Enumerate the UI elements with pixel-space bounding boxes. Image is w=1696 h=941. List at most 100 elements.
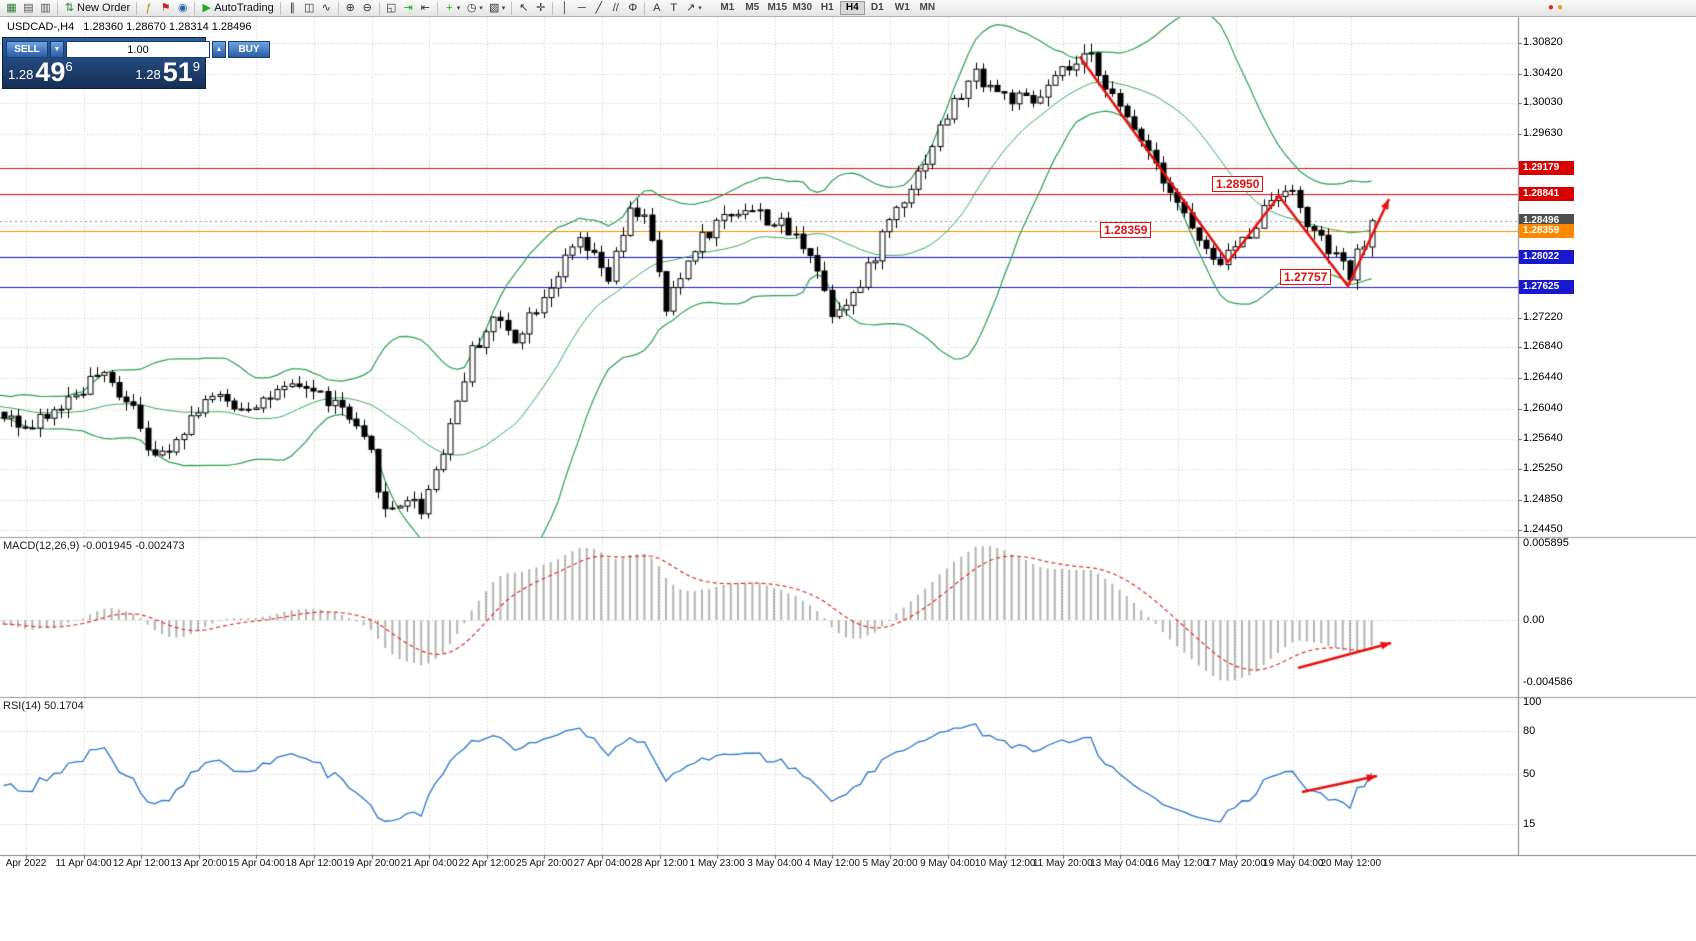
dropdown-caret-icon: ▾ xyxy=(698,5,702,12)
bar-chart-icon: ∥ xyxy=(289,1,295,14)
buy-price-big: 51 xyxy=(162,57,193,87)
sell-price: 1.28 49 6 xyxy=(8,57,73,87)
notifications-icon[interactable]: ● xyxy=(1547,2,1554,13)
chart-shift-icon: ⇤ xyxy=(420,1,430,14)
volume-up-button[interactable]: ▲ xyxy=(212,41,226,58)
zoom-in-button[interactable]: ⊕ xyxy=(342,1,359,16)
crosshair-icon: ✛ xyxy=(536,1,546,14)
tile-windows-button[interactable]: ◱ xyxy=(383,1,400,16)
periods-icon: ◷ xyxy=(466,1,477,14)
one-click-trading-widget: SELL ▼ ▲ BUY 1.28 49 6 1.28 51 9 xyxy=(2,37,270,89)
sell-price-sup: 6 xyxy=(65,59,73,74)
trendline-button[interactable]: ╱ xyxy=(590,1,607,16)
timeframe-d1[interactable]: D1 xyxy=(865,1,890,15)
profiles-icon: ▤ xyxy=(23,1,34,14)
dropdown-caret-icon: ▾ xyxy=(479,5,483,12)
zoom-in-icon: ⊕ xyxy=(345,1,355,14)
timeframe-m15[interactable]: M15 xyxy=(765,1,790,15)
buy-price-sup: 9 xyxy=(192,59,200,74)
toolbar-separator xyxy=(644,1,646,15)
alerts-button[interactable]: ⚑ xyxy=(157,1,174,16)
cursor-icon: ↖ xyxy=(519,1,529,14)
macd-indicator-label: MACD(12,26,9) -0.001945 -0.002473 xyxy=(3,540,185,552)
buy-button[interactable]: BUY xyxy=(228,41,270,58)
vertical-line-icon: │ xyxy=(561,1,569,14)
timeframe-m30[interactable]: M30 xyxy=(790,1,815,15)
fibonacci-button[interactable]: Φ xyxy=(624,1,641,16)
text-label-button[interactable]: T xyxy=(665,1,682,16)
expert-advisors-icon: ƒ xyxy=(145,1,152,14)
toolbar-separator xyxy=(511,1,513,15)
volume-input[interactable] xyxy=(66,41,210,58)
timeframe-h1[interactable]: H1 xyxy=(815,1,840,15)
new-order-icon: ⇅ xyxy=(64,1,75,14)
sell-button[interactable]: SELL xyxy=(6,41,48,58)
candlestick-chart-icon: ◫ xyxy=(304,1,315,14)
chart-shift-button[interactable]: ⇤ xyxy=(417,1,434,16)
vertical-line-button[interactable]: │ xyxy=(556,1,573,16)
bid-ask-prices: 1.28 49 6 1.28 51 9 xyxy=(6,57,202,87)
line-chart-button[interactable]: ∿ xyxy=(318,1,335,16)
tile-windows-icon: ◱ xyxy=(386,1,397,14)
buy-price-prefix: 1.28 xyxy=(135,67,161,82)
templates-icon: ▧ xyxy=(489,1,500,14)
dropdown-caret-icon: ▾ xyxy=(456,5,461,12)
buy-price: 1.28 51 9 xyxy=(135,57,200,87)
timeframe-m5[interactable]: M5 xyxy=(740,1,765,15)
autotrading-button-label: AutoTrading xyxy=(214,2,274,14)
crosshair-button[interactable]: ✛ xyxy=(532,1,549,16)
timeframe-m1[interactable]: M1 xyxy=(715,1,740,15)
cursor-button[interactable]: ↖ xyxy=(515,1,532,16)
volume-down-button[interactable]: ▼ xyxy=(50,41,64,58)
new-chart-icon: ▦ xyxy=(6,1,17,14)
toolbar-separator xyxy=(552,1,554,15)
toolbar-left: ▦ ▤ ▥ ⇅ New Order ƒ ⚑ ◉ ▶ AutoTrading ∥ ◫ ∿ ⊕ ⊖ ◱ ⇥ ⇤ + ▾ ◷ ▾… xyxy=(3,1,705,16)
toolbar-separator xyxy=(57,1,58,15)
text-button[interactable]: A xyxy=(648,1,665,16)
text-icon: A xyxy=(653,1,661,14)
toolbar-separator xyxy=(279,1,281,15)
templates-button[interactable]: ▧ ▾ xyxy=(486,1,509,16)
auto-scroll-button[interactable]: ⇥ xyxy=(400,1,417,16)
trade-controls-row: SELL ▼ ▲ BUY xyxy=(6,41,270,58)
toolbar-separator xyxy=(194,1,196,15)
periods-button[interactable]: ◷ ▾ xyxy=(463,1,486,16)
timeframe-w1[interactable]: W1 xyxy=(890,1,915,15)
timeframe-h4[interactable]: H4 xyxy=(839,1,865,15)
sell-price-big: 49 xyxy=(35,57,66,87)
arrows-tool-icon: ↗ xyxy=(686,1,696,14)
dropdown-caret-icon: ▾ xyxy=(501,5,506,12)
expert-advisors-button[interactable]: ƒ xyxy=(140,1,157,16)
equidistant-channel-button[interactable]: // xyxy=(607,1,624,16)
community-icon: ◉ xyxy=(177,1,188,14)
autotrading-icon: ▶ xyxy=(202,1,211,14)
new-order-button-label: New Order xyxy=(77,2,131,14)
arrows-tool-button[interactable]: ↗ ▾ xyxy=(682,1,705,16)
sell-price-prefix: 1.28 xyxy=(8,67,34,82)
chart-ohlc-values: 1.28360 1.28670 1.28314 1.28496 xyxy=(83,21,252,33)
community-button[interactable]: ◉ xyxy=(174,1,191,16)
alerts-icon: ⚑ xyxy=(160,1,171,14)
rsi-indicator-label: RSI(14) 50.1704 xyxy=(3,700,84,712)
indicators-button[interactable]: + ▾ xyxy=(441,1,464,16)
zoom-out-button[interactable]: ⊖ xyxy=(359,1,376,16)
line-chart-icon: ∿ xyxy=(321,1,331,14)
candlestick-chart-button[interactable]: ◫ xyxy=(301,1,318,16)
toolbar-right: ● ● xyxy=(1548,3,1563,13)
horizontal-line-icon: ─ xyxy=(577,1,586,14)
equidistant-channel-icon: // xyxy=(612,1,619,14)
timeframe-mn[interactable]: MN xyxy=(915,1,940,15)
new-order-button[interactable]: ⇅ New Order xyxy=(61,1,133,16)
zoom-out-icon: ⊖ xyxy=(362,1,372,14)
community-status-icon[interactable]: ● xyxy=(1556,2,1563,13)
chart-list-button[interactable]: ▥ xyxy=(37,1,54,16)
horizontal-line-button[interactable]: ─ xyxy=(573,1,590,16)
fibonacci-icon: Φ xyxy=(628,1,638,14)
bar-chart-button[interactable]: ∥ xyxy=(284,1,301,16)
chart-symbol-period: USDCAD-,H4 xyxy=(7,21,75,33)
profiles-button[interactable]: ▤ xyxy=(20,1,37,16)
new-chart-button[interactable]: ▦ xyxy=(3,1,20,16)
autotrading-button[interactable]: ▶ AutoTrading xyxy=(198,1,277,16)
toolbar-separator xyxy=(337,1,339,15)
